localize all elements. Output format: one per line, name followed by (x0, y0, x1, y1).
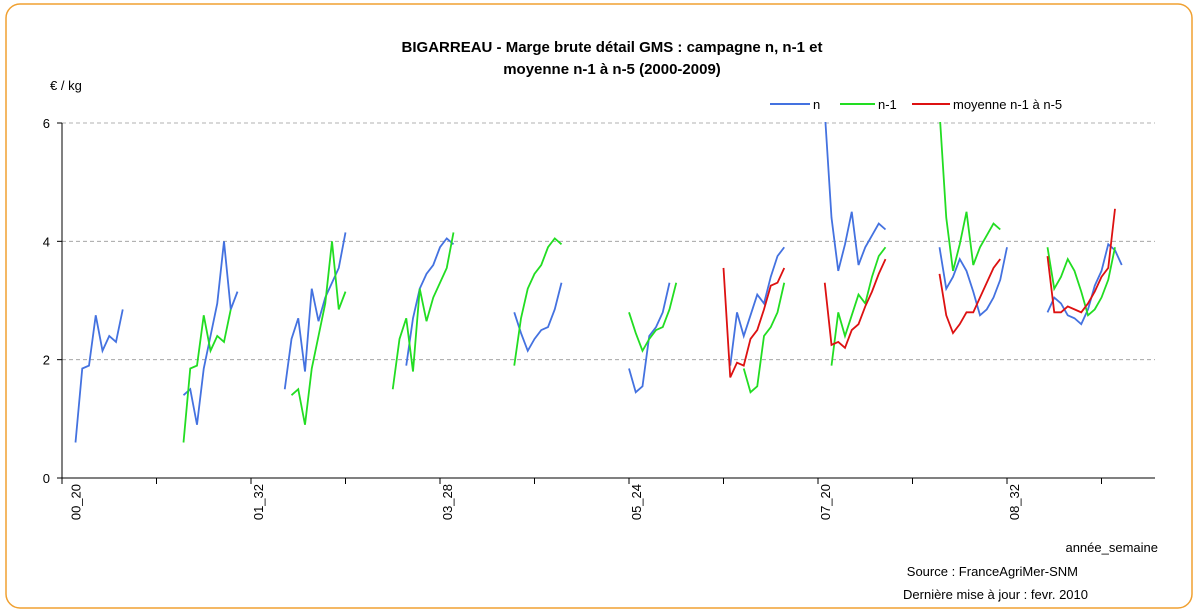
source: Source : FranceAgriMer-SNM (907, 564, 1078, 579)
legend-label: n-1 (878, 97, 897, 112)
x-tick-label: 05_24 (629, 484, 644, 520)
x-tick-label: 00_20 (69, 484, 84, 520)
legend-label: moyenne n-1 à n-5 (953, 97, 1062, 112)
series-line (182, 122, 1116, 443)
x-tick-label: 03_28 (440, 484, 455, 520)
y-tick-label: 2 (43, 353, 50, 368)
y-axis-label: € / kg (50, 78, 82, 93)
chart-title: BIGARREAU - Marge brute détail GMS : cam… (402, 39, 823, 56)
chart-title: moyenne n-1 à n-5 (2000-2009) (503, 61, 721, 78)
update-note: Dernière mise à jour : fevr. 2010 (903, 587, 1088, 602)
legend-label: n (813, 97, 820, 112)
frame (5, 3, 1193, 609)
x-tick-label: 01_32 (251, 484, 266, 520)
y-tick-label: 6 (43, 116, 50, 131)
series-line (722, 208, 1116, 378)
x-axis-label: année_semaine (1065, 540, 1158, 555)
y-tick-label: 4 (43, 234, 50, 249)
x-tick-label: 07_20 (818, 484, 833, 520)
x-tick-label: 08_32 (1007, 484, 1022, 520)
plot-area (74, 122, 1123, 443)
series-line (74, 122, 1123, 443)
y-tick-label: 0 (43, 471, 50, 486)
